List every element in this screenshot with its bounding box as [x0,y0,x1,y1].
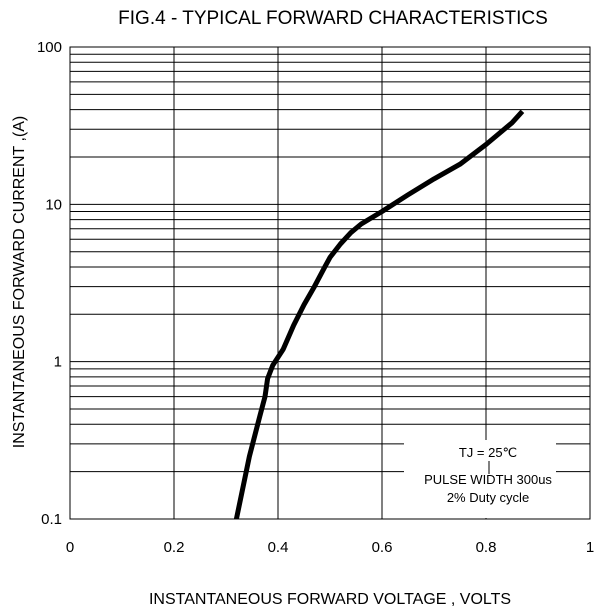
grid [70,47,590,519]
y-axis-label: INSTANTANEOUS FORWARD CURRENT ,(A) [11,116,28,448]
y-tick-label: 100 [37,39,62,56]
chart-title: FIG.4 - TYPICAL FORWARD CHARACTERISTICS [118,8,548,29]
x-tick-label: 0 [66,539,74,556]
x-tick-label: 0.4 [268,539,289,556]
x-tick-label: 1 [586,539,594,556]
note-pulse-width: PULSE WIDTH 300us [424,472,552,487]
tick-labels: 0 0.2 0.4 0.6 0.8 1 0.1 1 10 100 [37,39,594,556]
note-temperature: TJ = 25℃ [459,445,517,460]
y-tick-label: 0.1 [41,511,62,528]
y-tick-label: 10 [45,196,62,213]
x-tick-label: 0.8 [476,539,497,556]
note-background [404,440,556,518]
y-tick-label: 1 [54,354,62,371]
forward-current-curve [233,109,525,520]
x-tick-label: 0.2 [164,539,185,556]
test-conditions-note: TJ = 25℃ PULSE WIDTH 300us 2% Duty cycle [404,440,556,518]
note-duty-cycle: 2% Duty cycle [447,490,529,505]
plot-series [233,109,525,520]
x-tick-label: 0.6 [372,539,393,556]
x-axis-label: INSTANTANEOUS FORWARD VOLTAGE , VOLTS [149,591,511,608]
plot-frame [69,46,591,520]
